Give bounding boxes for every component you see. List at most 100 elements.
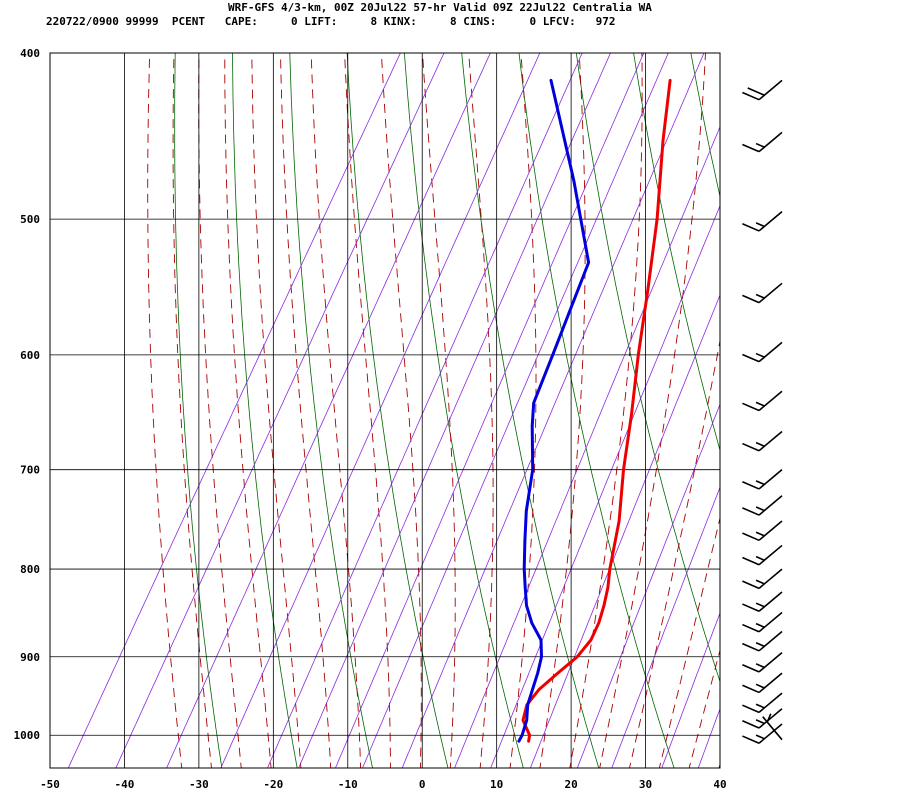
- wind-barb-shaft: [758, 611, 783, 633]
- pressure-tick-label: 500: [20, 213, 40, 226]
- mixing-ratio-line: [576, 403, 720, 768]
- moist-adiabat-line: [344, 53, 391, 768]
- moist-adiabat-line: [539, 53, 586, 768]
- mixing-ratio-line: [334, 53, 645, 768]
- moist-adiabat-line: [599, 53, 706, 768]
- wind-barb: [742, 708, 783, 729]
- wind-barb-feather: [742, 294, 760, 304]
- mixing-ratio-line: [115, 53, 445, 768]
- wind-barb: [742, 630, 783, 652]
- dry-adiabat-line: [803, 44, 900, 772]
- moist-adiabat-line: [172, 53, 212, 768]
- wind-barb-feather: [755, 602, 765, 608]
- dry-adiabat-line: [861, 44, 900, 772]
- wind-barb-shaft: [758, 723, 783, 744]
- wind-barb-shaft: [758, 390, 783, 412]
- temperature-profile-line: [521, 78, 672, 743]
- dry-adiabat-line: [461, 53, 600, 768]
- wind-barb-shaft: [758, 495, 783, 516]
- wind-barb-feather: [755, 401, 765, 407]
- wind-barb-feather: [742, 720, 760, 729]
- wind-barb-feather: [755, 222, 765, 228]
- x-tick-label: -10: [338, 778, 358, 791]
- wind-barb: [742, 341, 783, 363]
- wind-barb: [742, 79, 783, 101]
- dry-adiabat-line: [232, 53, 298, 768]
- dry-adiabat-line: [289, 53, 374, 768]
- mixing-ratio-line: [401, 53, 705, 768]
- dry-adiabat-line: [690, 53, 720, 199]
- wind-barb-feather: [742, 223, 760, 232]
- wind-barb-shaft: [758, 568, 783, 589]
- wind-barb: [742, 495, 783, 516]
- mixing-ratio-line: [298, 53, 611, 768]
- wind-barb-feather: [742, 642, 760, 652]
- moist-adiabat-line: [310, 53, 362, 768]
- wind-barb-feather: [742, 532, 760, 542]
- pressure-tick-label: 900: [20, 651, 40, 664]
- pressure-tick-label: 700: [20, 464, 40, 477]
- sounding-stats-line: 220722/0900 99999 PCENT CAPE: 0 LIFT: 8 …: [46, 15, 616, 28]
- wind-barb-feather: [755, 683, 765, 689]
- wind-barb-feather: [755, 734, 765, 740]
- moist-adiabat-line: [147, 53, 183, 768]
- pressure-tick-label: 400: [20, 47, 40, 60]
- wind-barb-shaft: [758, 469, 783, 490]
- wind-barb-shaft: [758, 692, 783, 714]
- x-tick-label: 30: [639, 778, 652, 791]
- x-tick-label: 0: [419, 778, 426, 791]
- moist-adiabat-line: [380, 53, 422, 768]
- dry-adiabat-line: [346, 53, 449, 768]
- wind-barb-feather: [755, 531, 765, 537]
- moist-adiabat-line: [688, 648, 720, 768]
- wind-barb-feather: [742, 481, 760, 490]
- wind-barb-shaft: [758, 211, 783, 232]
- wind-barb: [742, 390, 783, 412]
- moist-adiabat-line: [251, 53, 302, 768]
- chart-title: WRF-GFS 4/3-km, 00Z 20Jul22 57-hr Valid …: [228, 1, 652, 14]
- mixing-ratio-line: [67, 53, 401, 768]
- wind-barb-shaft: [762, 716, 783, 741]
- wind-barb-feather: [755, 506, 765, 512]
- x-tick-label: 10: [490, 778, 503, 791]
- x-tick-label: -20: [263, 778, 283, 791]
- wind-barb-shaft: [758, 652, 783, 673]
- pressure-tick-label: 1000: [14, 729, 41, 742]
- moist-adiabat-line: [569, 53, 643, 768]
- mixing-ratio-line: [697, 707, 720, 768]
- wind-barb-feather: [755, 641, 765, 648]
- wind-barb-feather: [742, 603, 760, 613]
- wind-barb-shaft: [758, 520, 783, 541]
- wind-barb-shaft: [758, 630, 783, 652]
- wind-barb-feather: [755, 441, 765, 447]
- wind-barb-shaft: [758, 282, 783, 304]
- moist-adiabat-line: [198, 53, 242, 768]
- wind-barb: [742, 211, 783, 232]
- mixing-ratio-line: [611, 486, 720, 768]
- mixing-ratio-line: [490, 204, 720, 768]
- x-tick-label: 40: [713, 778, 726, 791]
- moist-adiabat-line: [658, 516, 720, 768]
- moist-adiabat-line: [468, 53, 494, 768]
- x-tick-label: -40: [115, 778, 135, 791]
- wind-barb-shaft: [758, 708, 783, 729]
- moist-adiabat-line: [422, 53, 456, 768]
- wind-barb-feather: [742, 684, 760, 694]
- wind-barb-feather: [742, 663, 760, 673]
- wind-barb-feather: [755, 719, 765, 725]
- pressure-tick-label: 800: [20, 563, 40, 576]
- wind-barb-feather: [742, 143, 760, 153]
- mixing-ratio-line: [661, 611, 720, 768]
- wind-barb-shaft: [758, 544, 783, 566]
- wind-barb-shaft: [758, 672, 783, 694]
- mixing-ratio-line: [267, 53, 583, 768]
- wind-barb-feather: [755, 663, 765, 669]
- wind-barb-feather: [755, 622, 765, 628]
- wind-barb-feather: [742, 735, 760, 744]
- wind-barb: [742, 544, 783, 566]
- mixing-ratio-line: [362, 53, 669, 768]
- mixing-ratio-line: [529, 294, 720, 768]
- mixing-ratio-line: [166, 53, 491, 768]
- wind-barb-feather: [755, 579, 765, 585]
- dry-adiabat-line: [518, 53, 675, 768]
